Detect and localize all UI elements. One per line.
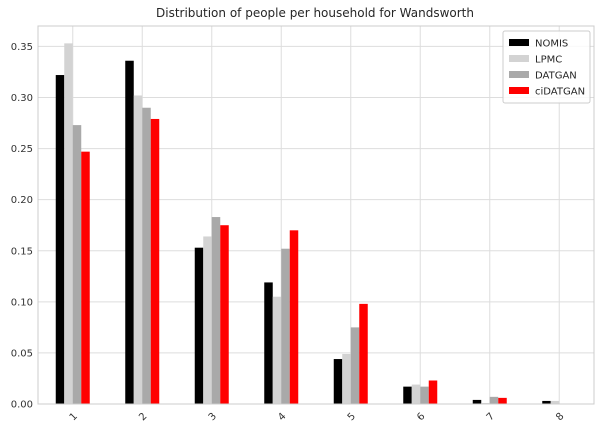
y-tick-label: 0.35	[11, 42, 33, 53]
y-tick-label: 0.05	[11, 348, 33, 359]
chart-title: Distribution of people per household for…	[156, 6, 474, 20]
legend-label-cidatgan: ciDATGAN	[535, 87, 585, 98]
y-tick-label: 0.25	[11, 144, 33, 155]
bar-cidatgan-1	[81, 151, 90, 404]
bar-datgan-5	[350, 327, 360, 404]
x-tick-label: 4	[276, 411, 288, 423]
bar-lpmc-7	[481, 402, 490, 404]
bar-cidatgan-5	[359, 303, 368, 404]
legend-label-datgan: DATGAN	[535, 71, 577, 82]
bar-cidatgan-3	[220, 225, 229, 404]
bar-cidatgan-2	[150, 118, 160, 405]
bar-datgan-7	[489, 396, 499, 404]
bar-nomis-2	[125, 60, 134, 404]
bar-nomis-7	[472, 399, 482, 404]
legend-swatch-lpmc	[509, 55, 529, 62]
bar-cidatgan-4	[289, 230, 299, 404]
x-tick-label: 2	[137, 411, 149, 423]
bar-nomis-3	[194, 247, 204, 404]
x-tick-label: 8	[554, 411, 566, 423]
bar-datgan-6	[420, 386, 429, 404]
bar-lpmc-3	[203, 236, 212, 404]
y-tick-label: 0.20	[11, 195, 33, 206]
y-tick-label: 0.30	[11, 93, 33, 104]
bar-lpmc-1	[64, 43, 73, 405]
bar-cidatgan-7	[498, 397, 507, 404]
legend-box	[502, 30, 591, 104]
x-tick-labels: 1 2 3 4 5 6 7 8	[68, 411, 567, 423]
x-tick-label: 3	[207, 411, 219, 423]
legend-label-nomis: NOMIS	[535, 39, 568, 50]
bar-nomis-5	[333, 359, 343, 404]
bar-nomis-6	[403, 386, 412, 404]
bar-datgan-3	[211, 217, 221, 404]
legend-swatch-cidatgan	[509, 87, 529, 94]
y-tick-labels: 0.00 0.05 0.10 0.15 0.20 0.25 0.30 0.35	[11, 42, 33, 411]
bar-lpmc-8	[550, 400, 560, 404]
x-tick-label: 7	[485, 411, 497, 423]
bar-nomis-1	[55, 75, 65, 404]
bar-lpmc-4	[272, 296, 282, 404]
x-tick-label: 6	[415, 411, 427, 423]
y-tick-label: 0.10	[11, 297, 33, 308]
bar-datgan-2	[142, 107, 151, 404]
legend-swatch-datgan	[509, 71, 529, 78]
y-tick-label: 0.15	[11, 246, 33, 257]
bar-lpmc-6	[411, 384, 421, 404]
legend-label-lpmc: LPMC	[535, 55, 562, 66]
bar-lpmc-2	[133, 95, 143, 404]
bar-nomis-8	[542, 400, 551, 404]
bar-datgan-4	[281, 248, 290, 404]
legend-swatch-nomis	[509, 39, 529, 46]
bar-nomis-4	[264, 282, 273, 404]
x-tick-label: 5	[346, 411, 358, 423]
plot-frame	[37, 25, 595, 405]
bar-datgan-1	[72, 125, 82, 405]
y-tick-label: 0.00	[11, 400, 33, 411]
legend: NOMIS LPMC DATGAN ciDATGAN	[502, 30, 591, 104]
x-tick-label: 1	[68, 411, 80, 423]
bar-lpmc-5	[342, 353, 351, 404]
bar-cidatgan-6	[428, 380, 438, 404]
bars	[55, 43, 560, 405]
